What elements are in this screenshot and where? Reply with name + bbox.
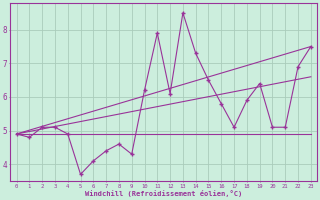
X-axis label: Windchill (Refroidissement éolien,°C): Windchill (Refroidissement éolien,°C) — [85, 190, 242, 197]
